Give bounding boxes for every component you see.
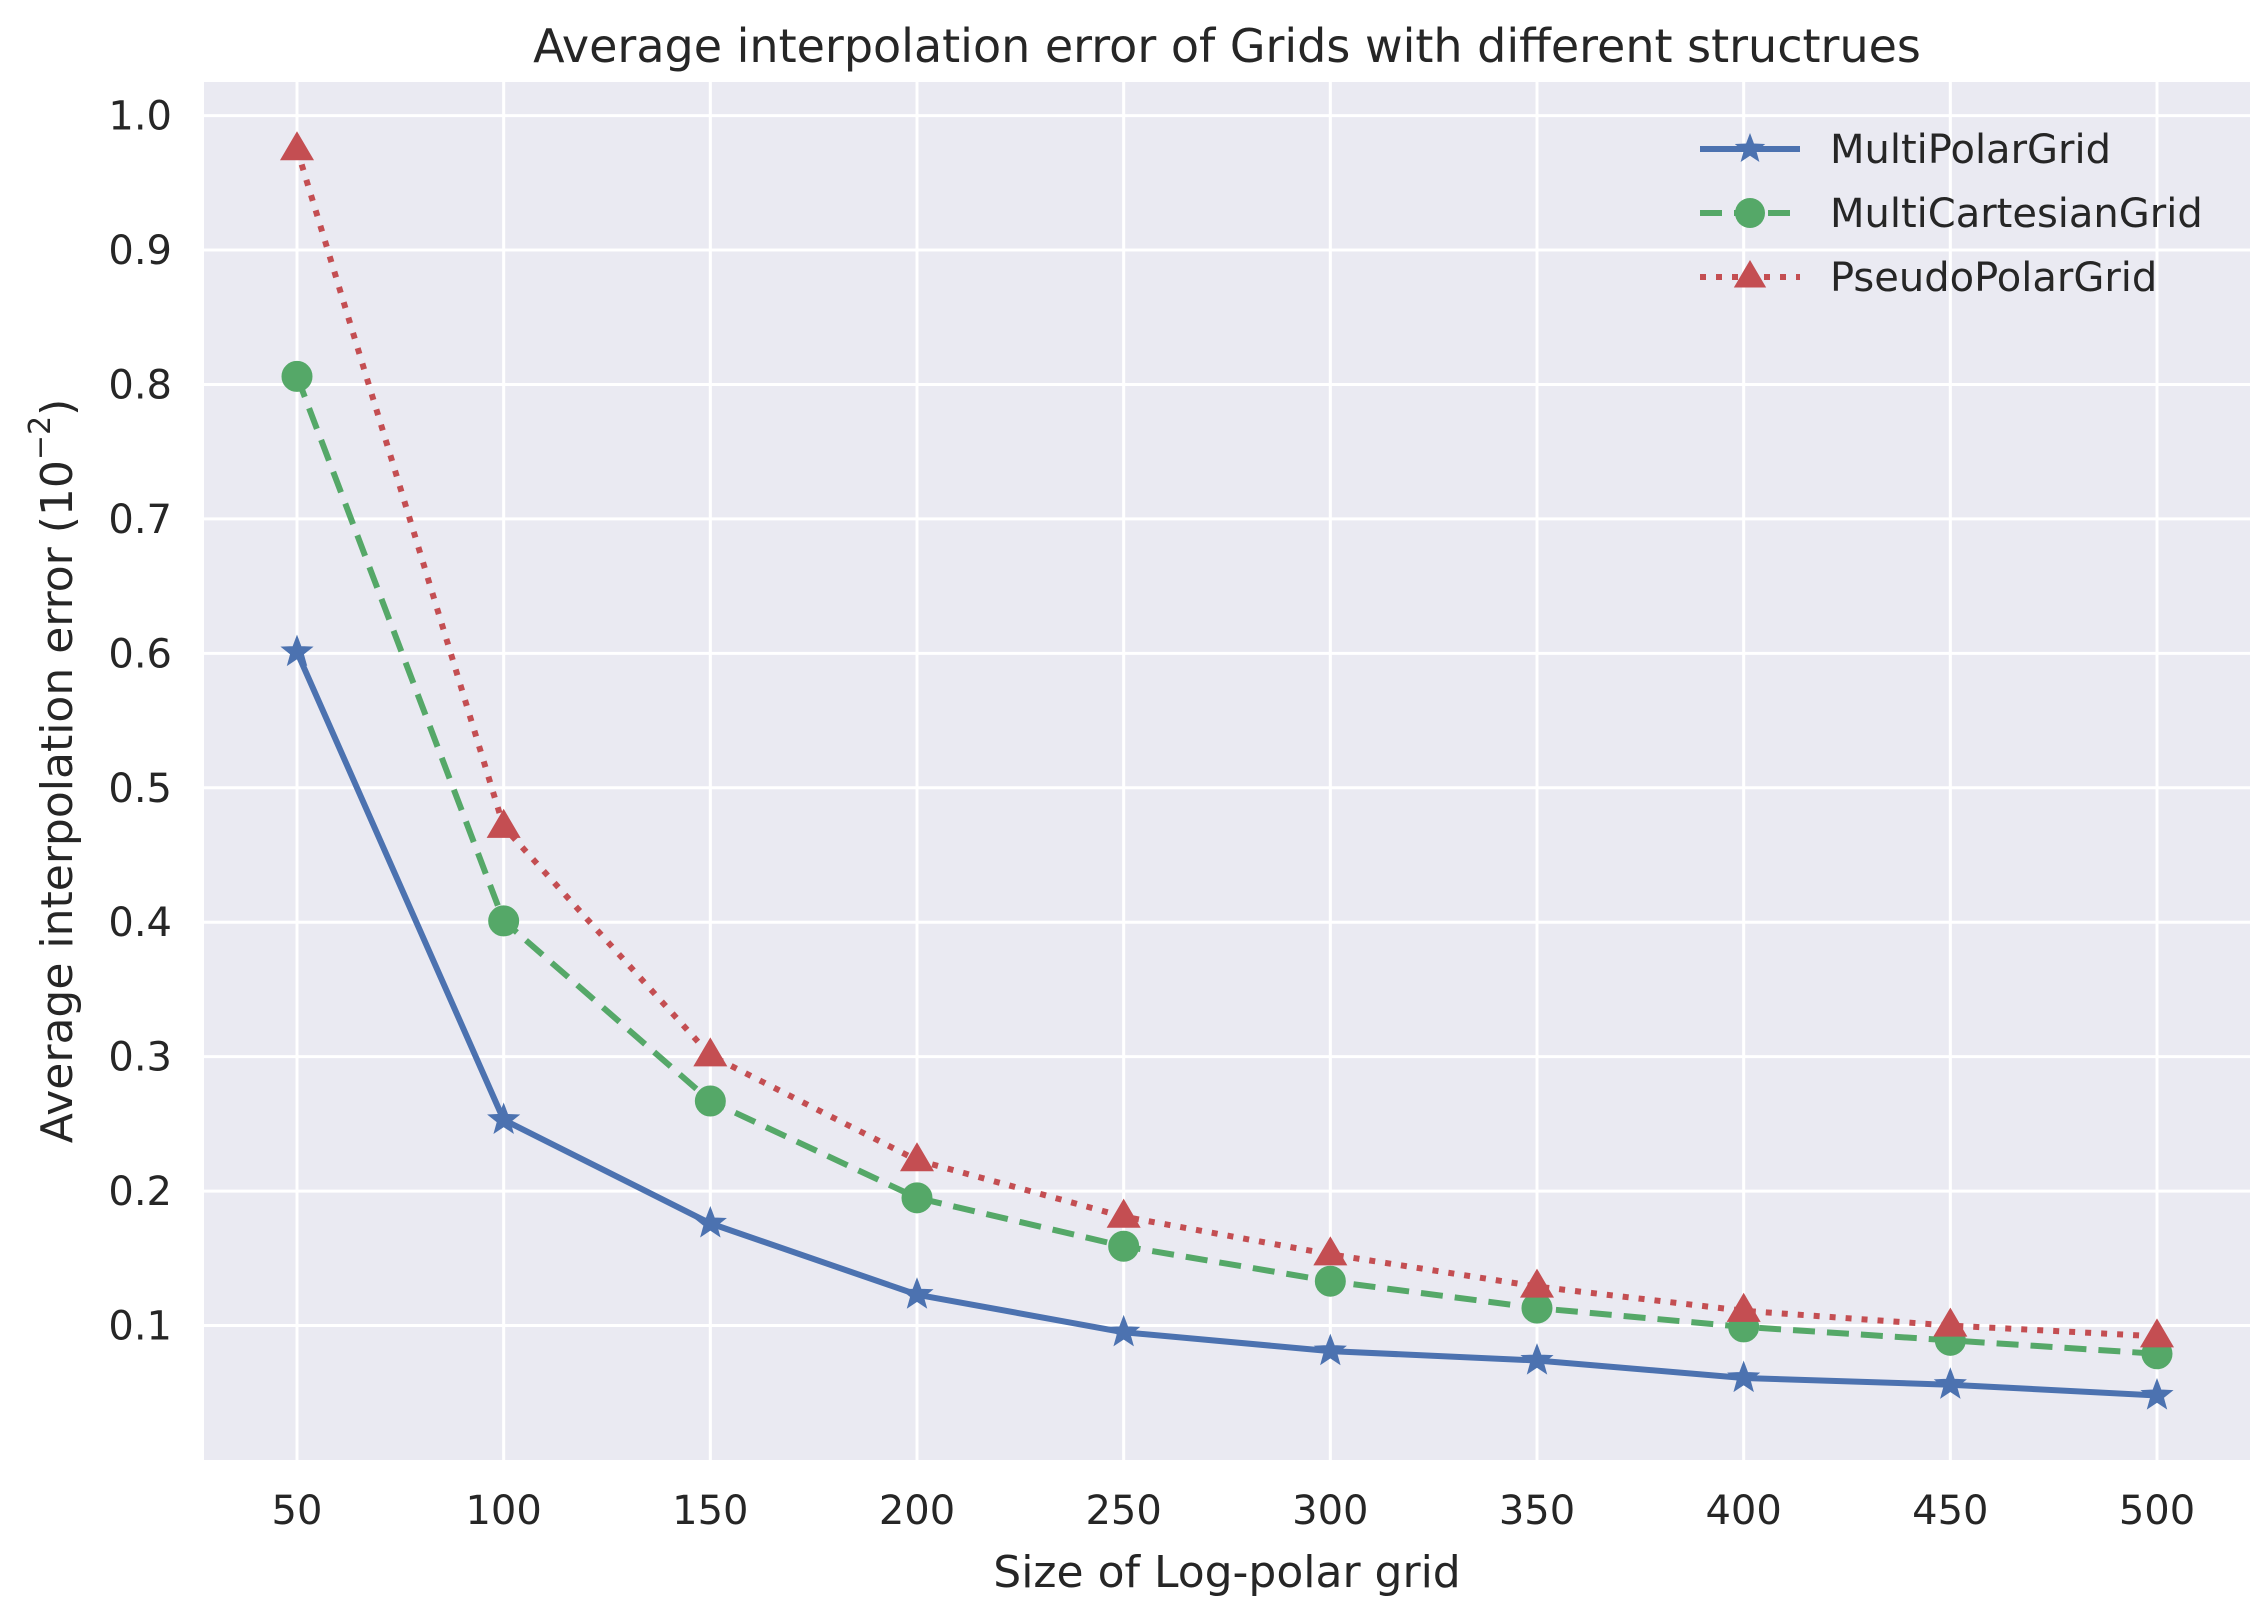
x-tick-label: 100 (465, 1488, 541, 1534)
y-axis-label-close: ) (32, 399, 83, 416)
y-tick-label: 0.1 (108, 1304, 172, 1350)
legend-item-pseudopolar: PseudoPolarGrid (1700, 255, 2157, 301)
triangle-marker (1519, 1268, 1555, 1298)
legend-circle-marker (1735, 198, 1765, 228)
y-tick-label: 0.4 (108, 900, 172, 946)
legend-label-multipolar: MultiPolarGrid (1830, 127, 2111, 173)
x-tick-label: 450 (1912, 1488, 1988, 1534)
circle-marker (901, 1182, 933, 1214)
series-line (294, 375, 2158, 1357)
y-tick-label: 0.2 (108, 1169, 172, 1215)
circle-marker (1108, 1230, 1140, 1262)
circle-marker (694, 1085, 726, 1117)
y-tick-label: 0.3 (108, 1035, 172, 1081)
triangle-marker (899, 1142, 935, 1172)
triangle-marker (1106, 1198, 1141, 1228)
star-marker (693, 1205, 727, 1238)
x-tick-label: 500 (2119, 1488, 2195, 1534)
x-tick-label: 200 (879, 1488, 955, 1534)
legend-item-multicartesian: MultiCartesianGrid (1700, 191, 2203, 237)
triangle-marker (2139, 1318, 2175, 1348)
x-tick-label: 350 (1499, 1488, 1575, 1534)
grid-lines (204, 82, 2250, 1460)
triangle-marker (486, 808, 521, 838)
triangle-marker (1313, 1236, 1348, 1266)
x-tick-label: 300 (1292, 1488, 1368, 1534)
star-marker (1107, 1314, 1141, 1347)
x-tick-label: 250 (1085, 1488, 1161, 1534)
star-marker (1313, 1333, 1347, 1366)
star-marker (1727, 1360, 1761, 1393)
star-marker (900, 1277, 934, 1309)
circle-marker (488, 905, 520, 937)
legend-label-multicartesian: MultiCartesianGrid (1830, 191, 2203, 237)
circle-marker (281, 361, 313, 392)
plot-area (204, 82, 2250, 1460)
series-PseudoPolarGrid (279, 131, 2175, 1348)
triangle-marker (693, 1037, 728, 1067)
star-marker (1933, 1367, 1967, 1399)
y-tick-label: 1.0 (108, 94, 172, 140)
legend-label-pseudopolar: PseudoPolarGrid (1830, 255, 2157, 301)
y-tick-label: 0.9 (108, 228, 172, 274)
series-line (294, 650, 2158, 1399)
triangle-marker (279, 131, 315, 161)
legend-star-marker (1734, 133, 1766, 162)
legend: MultiPolarGrid MultiCartesianGrid Pseudo… (1700, 127, 2203, 301)
series-MultiPolarGrid (280, 634, 2174, 1410)
tick-labels: 50 100 150 200 250 300 350 400 450 500 0.1 0.2 0.3 0.… (108, 94, 2195, 1534)
triangle-marker (1933, 1307, 1968, 1337)
legend-triangle-marker (1733, 260, 1767, 288)
star-marker (2140, 1378, 2174, 1410)
y-axis-label-exponent: −2 (23, 416, 58, 460)
x-tick-label: 400 (1705, 1488, 1781, 1534)
y-tick-label: 0.8 (108, 362, 172, 408)
star-marker (1520, 1343, 1554, 1375)
legend-item-multipolar: MultiPolarGrid (1700, 127, 2111, 173)
y-tick-label: 0.7 (108, 497, 172, 543)
y-tick-label: 0.6 (108, 631, 172, 677)
chart-title: Average interpolation error of Grids wit… (533, 19, 1921, 73)
series-MultiCartesianGrid (281, 361, 2173, 1370)
x-axis-label: Size of Log-polar grid (993, 1547, 1460, 1598)
x-tick-label: 150 (672, 1488, 748, 1534)
data-series (279, 131, 2175, 1410)
circle-marker (1314, 1265, 1346, 1297)
x-tick-label: 50 (272, 1488, 323, 1534)
star-marker (487, 1102, 521, 1134)
triangle-marker (1726, 1292, 1761, 1322)
y-tick-label: 0.5 (108, 766, 172, 812)
series-line (294, 148, 2158, 1340)
y-axis-label-main: Average interpolation error (10 (32, 460, 83, 1143)
y-axis-label: Average interpolation error (10−2) (23, 399, 83, 1144)
star-marker (280, 634, 314, 667)
